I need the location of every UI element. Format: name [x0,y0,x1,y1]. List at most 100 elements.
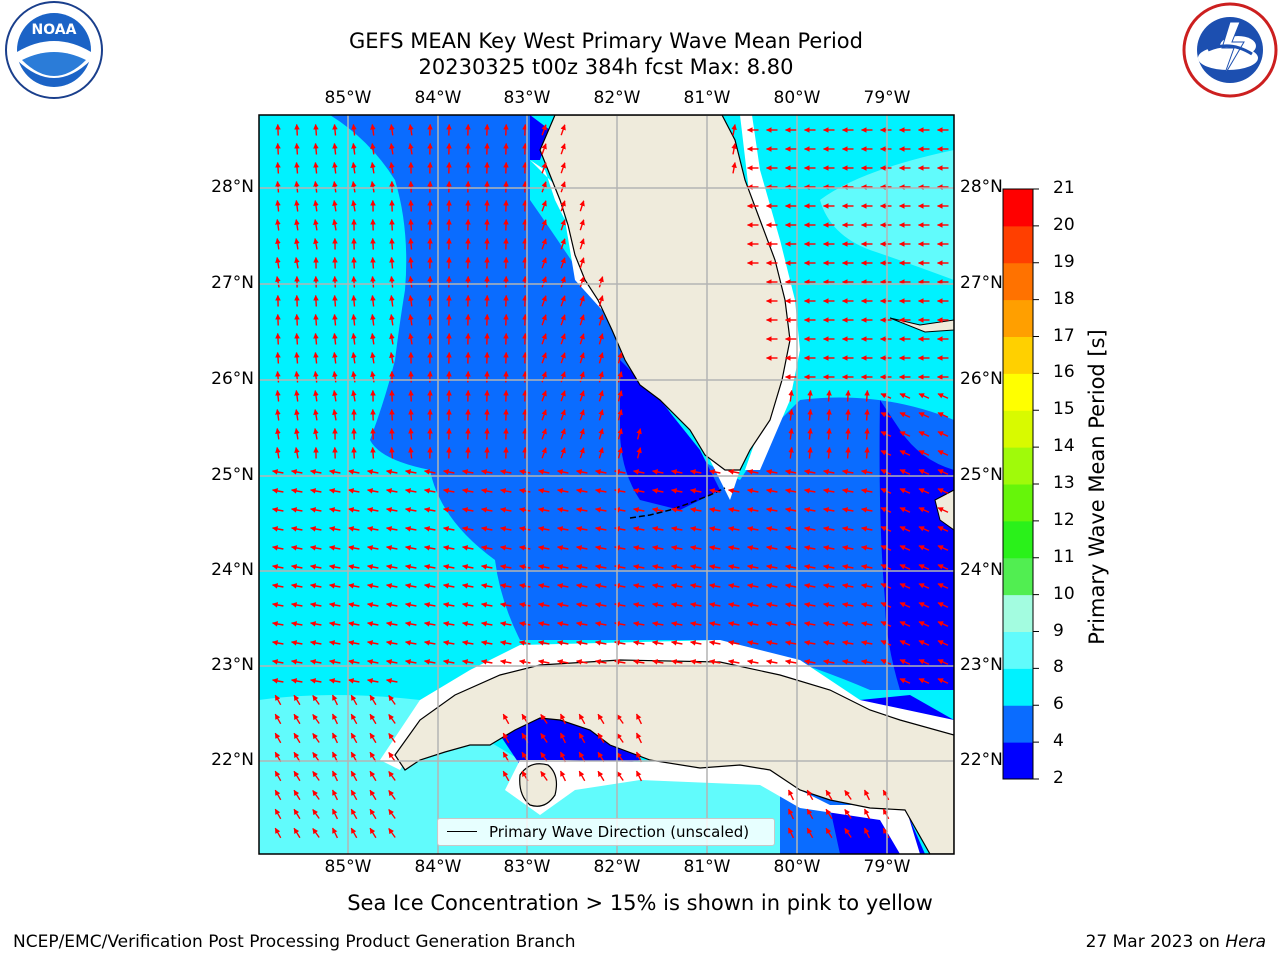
wave-direction-arrow [635,732,643,744]
wave-direction-arrow [291,640,303,646]
wave-direction-arrow [937,450,949,456]
wave-direction-arrow [500,507,512,513]
wave-direction-arrow [918,469,930,475]
wave-direction-arrow [788,389,794,402]
wave-direction-arrow [709,640,721,646]
wave-direction-arrow [671,659,683,665]
wave-direction-arrow [313,313,319,326]
wave-direction-arrow [918,678,930,684]
wave-direction-arrow [861,526,873,532]
wave-direction-arrow [312,714,320,724]
wave-direction-arrow [541,276,547,288]
wave-direction-arrow [424,659,436,665]
wave-direction-arrow [388,733,396,743]
wave-direction-arrow [369,751,377,763]
wave-direction-arrow [500,488,512,494]
wave-direction-arrow [766,583,778,589]
wave-direction-arrow [443,602,455,608]
wave-direction-arrow [728,545,740,551]
wave-direction-arrow [899,678,911,684]
wave-direction-arrow [576,507,588,513]
wave-direction-arrow [424,602,436,608]
wave-direction-arrow [899,469,911,475]
wave-direction-arrow [766,469,778,475]
lat-label-right: 27°N [960,273,1003,293]
wave-direction-arrow [806,808,814,820]
wave-direction-arrow [880,621,892,627]
chart-title: GEFS MEAN Key West Primary Wave Mean Per… [349,29,863,53]
colorbar-tick-label: 16 [1053,362,1075,383]
wave-direction-arrow [861,621,873,627]
wave-direction-arrow [579,409,585,421]
wave-direction-arrow [424,526,436,532]
wave-direction-arrow [747,564,759,570]
wave-direction-arrow [785,602,797,608]
wave-direction-arrow [500,659,512,665]
wave-direction-arrow [348,545,360,551]
wave-direction-arrow [386,488,398,494]
wave-direction-arrow [937,640,949,646]
wave-direction-arrow [690,488,702,494]
wave-direction-arrow [424,583,436,589]
wave-direction-arrow [845,427,851,440]
wave-direction-arrow [709,545,721,551]
wave-direction-arrow [293,713,301,725]
wave-direction-arrow [386,507,398,513]
wave-direction-arrow [481,564,493,570]
wave-direction-arrow [272,659,284,665]
wave-direction-arrow [560,124,566,136]
wave-direction-arrow [424,640,436,646]
wave-direction-arrow [350,827,358,839]
wave-direction-arrow [557,621,569,627]
wave-direction-arrow [598,390,604,402]
wave-direction-arrow [294,180,300,193]
graticule [259,115,954,854]
wave-direction-arrow [388,790,396,800]
wave-direction-arrow [560,409,566,421]
wave-direction-arrow [462,564,474,570]
wave-direction-arrow [388,752,396,762]
wave-direction-arrow [709,583,721,589]
wave-direction-arrow [579,390,585,402]
wave-direction-arrow [272,469,284,475]
wave-direction-arrow [312,771,320,781]
wave-direction-arrow [560,238,566,250]
wave-direction-arrow [671,545,683,551]
wave-direction-arrow [462,621,474,627]
wave-direction-arrow [332,390,338,402]
wave-direction-arrow [785,564,797,570]
wave-direction-arrow [880,469,892,475]
wave-direction-arrow [481,526,493,532]
wave-direction-arrow [579,314,585,326]
wave-direction-arrow [826,446,832,459]
wave-direction-arrow [408,333,414,345]
wave-direction-arrow [443,488,455,494]
wave-direction-arrow [275,447,281,459]
wave-direction-arrow [652,602,664,608]
wave-direction-arrow [370,333,376,345]
wave-direction-arrow [690,526,702,532]
wave-direction-arrow [351,275,357,288]
wave-direction-arrow [937,545,949,551]
wave-direction-arrow [576,564,588,570]
wave-direction-arrow [652,507,664,513]
wave-direction-arrow [937,659,949,665]
wave-direction-arrow [294,409,300,421]
wave-direction-arrow [804,507,816,513]
lon-label-bottom: 81°W [683,857,731,877]
wave-direction-arrow [579,200,585,212]
wave-direction-arrow [937,678,949,684]
wave-direction-arrow [597,732,605,744]
wave-direction-arrow [728,621,740,627]
wave-direction-arrow [595,488,607,494]
wave-direction-arrow [918,583,930,589]
wave-direction-arrow [880,602,892,608]
colorbar-tick-label: 9 [1053,620,1064,641]
wave-direction-arrow [557,564,569,570]
wave-direction-arrow [747,583,759,589]
wave-direction-arrow [405,469,417,475]
wave-direction-arrow [351,332,357,345]
wave-direction-arrow [538,545,550,551]
wave-direction-arrow [293,732,301,744]
wave-direction-arrow [842,507,854,513]
